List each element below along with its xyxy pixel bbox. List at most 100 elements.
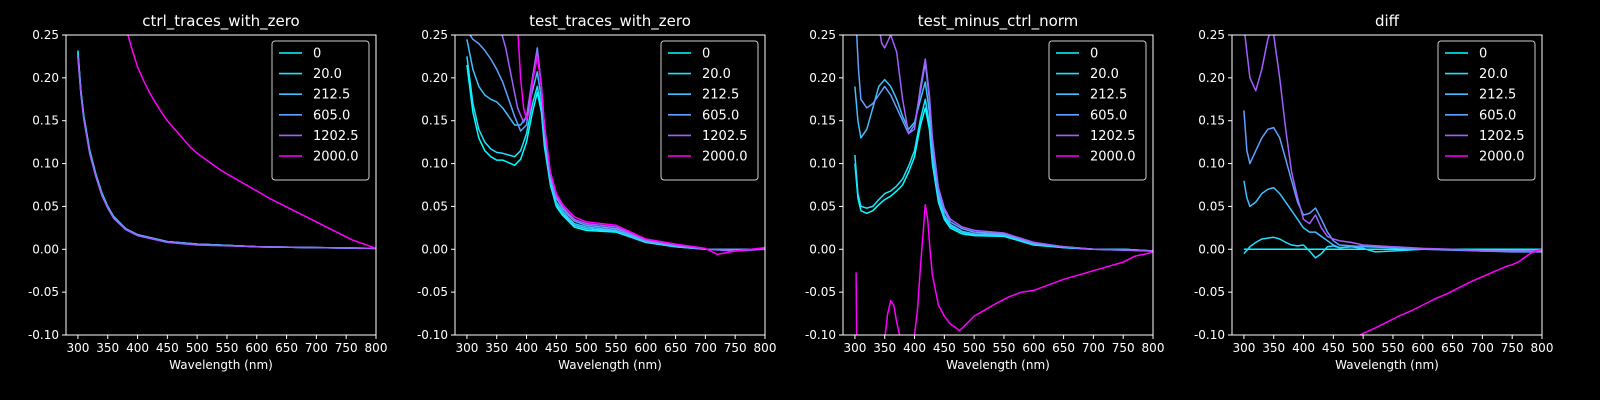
legend-label: 0 [702,47,710,62]
x-tick-label: 650 [275,341,298,355]
x-tick-label: 800 [365,341,388,355]
chart-panel: 300 350 400 450 500 550 600 650 700 750 800 -0.10 -0… [1194,12,1554,372]
x-axis-label: Wavelength (nm) [946,358,1050,372]
chart-title: test_minus_ctrl_norm [918,12,1079,31]
x-tick-label: 500 [575,341,598,355]
legend-label: 605.0 [313,108,350,123]
y-tick-label: 0.05 [421,199,448,213]
y-tick-label: -0.05 [805,285,836,299]
x-tick-label: 550 [1382,341,1405,355]
x-tick-label: 500 [963,341,986,355]
legend: 0 20.0 212.5 605.0 1202.5 2000.0 [1437,40,1536,181]
y-tick-label: -0.05 [28,285,59,299]
legend-box [271,40,370,181]
x-tick-label: 650 [1052,341,1075,355]
series-line [854,107,1153,252]
legend-label: 20.0 [1479,67,1508,82]
legend-label: 0 [1090,47,1098,62]
y-tick-label: 0.25 [421,28,448,42]
chart-panel: 300 350 400 450 500 550 600 650 700 750 800 -0.10 -0… [805,12,1165,372]
x-tick-label: 450 [1322,341,1345,355]
x-tick-label: 700 [1082,341,1105,355]
x-tick-label: 500 [186,341,209,355]
y-tick-label: 0.00 [809,242,836,256]
x-tick-label: 400 [126,341,149,355]
y-tick-label: 0.05 [809,199,836,213]
legend-label: 20.0 [313,67,342,82]
series-line [1243,110,1542,253]
x-tick-label: 350 [1262,341,1285,355]
y-tick-label: 0.25 [809,28,836,42]
x-tick-label: 450 [545,341,568,355]
x-tick-label: 300 [66,341,89,355]
chart-title: ctrl_traces_with_zero [142,12,299,31]
x-tick-label: 550 [216,341,239,355]
x-tick-label: 800 [1531,341,1554,355]
legend-box [1437,40,1536,181]
x-axis-label: Wavelength (nm) [558,358,662,372]
legend-label: 0 [313,47,321,62]
series-line [466,39,765,251]
x-tick-label: 550 [605,341,628,355]
x-tick-label: 300 [455,341,478,355]
y-tick-label: 0.10 [32,157,59,171]
y-tick-label: 0.15 [809,114,836,128]
series-line [517,35,765,256]
x-tick-label: 750 [335,341,358,355]
legend: 0 20.0 212.5 605.0 1202.5 2000.0 [660,40,759,181]
x-tick-label: 300 [843,341,866,355]
legend-label: 212.5 [1090,88,1127,103]
x-tick-label: 750 [1112,341,1135,355]
plot-frame [65,34,377,336]
legend-label: 2000.0 [1090,150,1136,165]
plot-frame [842,34,1154,336]
y-tick-label: 0.20 [809,71,836,85]
x-tick-label: 400 [1292,341,1315,355]
y-tick-label: 0.20 [421,71,448,85]
x-tick-label: 450 [156,341,179,355]
x-tick-label: 300 [1232,341,1255,355]
x-tick-label: 600 [245,341,268,355]
series-line [879,35,1153,252]
legend-label: 1202.5 [1090,129,1136,144]
x-tick-label: 350 [96,341,119,355]
legend-label: 2000.0 [313,150,359,165]
legend-label: 20.0 [702,67,731,82]
y-tick-label: 0.20 [1198,71,1225,85]
x-tick-label: 350 [873,341,896,355]
chart-panel: 300 350 400 450 500 550 600 650 700 750 800 -0.10 -0… [28,12,388,372]
legend-label: 20.0 [1090,67,1119,82]
x-tick-label: 750 [1501,341,1524,355]
y-tick-label: 0.00 [32,242,59,256]
legend-label: 212.5 [1479,88,1516,103]
chart-title: test_traces_with_zero [529,12,691,31]
legend-label: 212.5 [702,88,739,103]
x-tick-label: 400 [515,341,538,355]
y-tick-label: -0.05 [417,285,448,299]
legend-label: 605.0 [1090,108,1127,123]
y-tick-label: 0.10 [809,157,836,171]
y-tick-label: 0.00 [1198,242,1225,256]
series-group [1243,35,1542,335]
legend-label: 2000.0 [1479,150,1525,165]
x-tick-label: 700 [694,341,717,355]
y-tick-label: -0.05 [1194,285,1225,299]
x-tick-label: 600 [1411,341,1434,355]
y-tick-label: -0.10 [417,328,448,342]
legend-label: 1202.5 [313,129,359,144]
x-tick-label: 350 [485,341,508,355]
y-tick-label: 0.10 [1198,157,1225,171]
series-group [854,35,1153,335]
y-tick-label: 0.15 [421,114,448,128]
legend-label: 2000.0 [702,150,748,165]
series-group [466,35,765,256]
chart-panel: 300 350 400 450 500 550 600 650 700 750 800 -0.10 -0… [417,12,777,372]
y-tick-label: 0.15 [1198,114,1225,128]
x-tick-label: 800 [754,341,777,355]
y-tick-label: 0.05 [1198,199,1225,213]
y-tick-label: 0.25 [32,28,59,42]
x-tick-label: 750 [724,341,747,355]
legend-label: 605.0 [1479,108,1516,123]
legend: 0 20.0 212.5 605.0 1202.5 2000.0 [271,40,370,181]
